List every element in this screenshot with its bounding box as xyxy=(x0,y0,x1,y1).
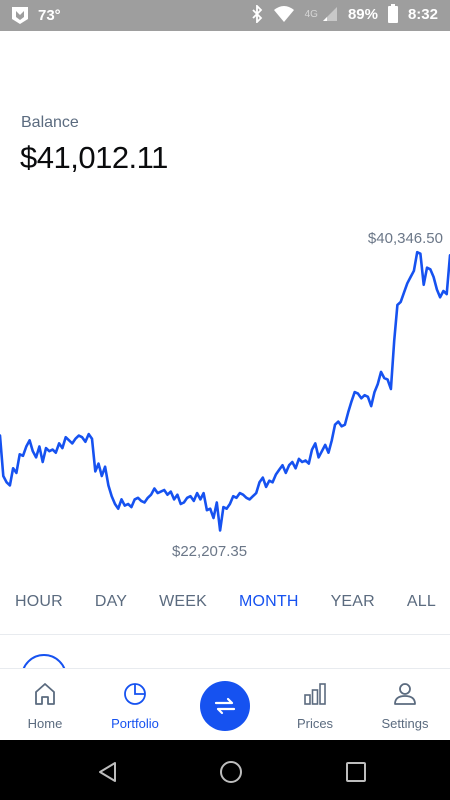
chart-low-label: $22,207.35 xyxy=(172,543,248,560)
home-circle-icon[interactable] xyxy=(219,760,243,784)
app-logo-icon xyxy=(10,5,30,25)
temperature: 73° xyxy=(38,6,61,24)
range-tab-week[interactable]: WEEK xyxy=(159,593,208,610)
range-tab-all[interactable]: ALL xyxy=(406,593,436,610)
balance-chart[interactable] xyxy=(0,220,450,570)
nav-portfolio[interactable]: Portfolio xyxy=(90,669,180,741)
battery-percent: 89% xyxy=(347,5,378,23)
nav-prices[interactable]: Prices xyxy=(270,669,360,741)
range-tabs: HOUR DAY WEEK MONTH YEAR ALL xyxy=(0,593,450,617)
clock: 8:32 xyxy=(407,5,438,23)
chart-high-label: $40,346.50 xyxy=(367,230,443,247)
trade-button[interactable] xyxy=(200,681,250,731)
divider xyxy=(0,634,450,635)
signal-icon xyxy=(322,6,338,22)
swap-arrows-icon xyxy=(214,697,236,715)
network-type: 4G xyxy=(304,8,318,20)
range-tab-month[interactable]: MONTH xyxy=(238,593,299,610)
back-icon[interactable] xyxy=(96,760,120,784)
balance-label: Balance xyxy=(21,114,79,131)
nav-home-label: Home xyxy=(27,716,63,731)
balance-value: $41,012.11 xyxy=(20,140,168,175)
range-tab-day[interactable]: DAY xyxy=(94,593,128,610)
android-nav-bar xyxy=(0,740,450,800)
chart-series-line xyxy=(0,250,450,532)
range-tab-year[interactable]: YEAR xyxy=(330,593,375,610)
bluetooth-icon xyxy=(251,5,263,23)
range-tab-hour[interactable]: HOUR xyxy=(15,593,63,610)
wifi-icon xyxy=(273,5,295,23)
nav-settings[interactable]: Settings xyxy=(360,669,450,741)
nav-home[interactable]: Home xyxy=(0,669,90,741)
user-icon xyxy=(392,681,418,707)
home-icon xyxy=(32,681,58,707)
nav-settings-label: Settings xyxy=(381,716,429,731)
battery-icon xyxy=(387,3,398,23)
pie-chart-icon xyxy=(122,681,148,707)
bar-chart-icon xyxy=(302,681,328,707)
recents-icon[interactable] xyxy=(344,760,368,784)
nav-portfolio-label: Portfolio xyxy=(111,716,159,731)
nav-prices-label: Prices xyxy=(296,716,334,731)
status-bar: 73° 4G 89% 8:32 xyxy=(0,0,450,31)
bottom-nav: Home Portfolio Prices Settings xyxy=(0,668,450,740)
